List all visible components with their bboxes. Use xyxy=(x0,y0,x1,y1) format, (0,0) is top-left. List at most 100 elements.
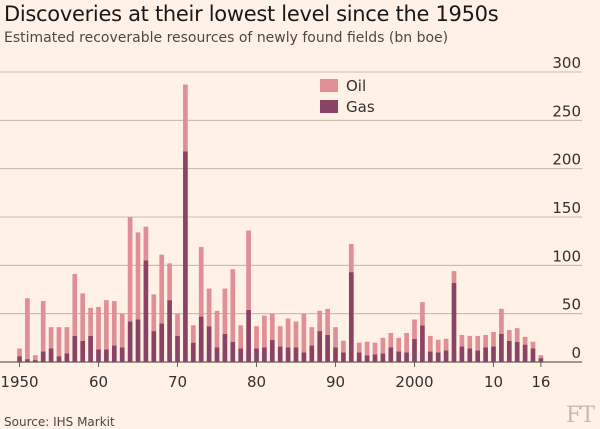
bar-oil-1972 xyxy=(190,325,196,343)
bar-oil-1974 xyxy=(206,288,212,327)
bar-gas-1950 xyxy=(17,356,22,362)
bar-oil-2015 xyxy=(530,341,536,349)
bar-gas-1988 xyxy=(317,331,323,362)
bar-gas-1966 xyxy=(143,260,149,362)
bar-gas-1984 xyxy=(285,347,291,362)
bar-oil-2016 xyxy=(538,355,544,359)
bar-gas-1971 xyxy=(183,151,188,362)
bar-oil-2004 xyxy=(443,338,449,351)
bar-oil-1953 xyxy=(40,301,46,352)
bar-oil-1985 xyxy=(293,321,299,348)
bar-gas-1978 xyxy=(238,348,244,362)
x-tick-label: 2000 xyxy=(395,373,433,391)
bar-oil-1983 xyxy=(277,326,283,347)
bar-oil-1956 xyxy=(64,327,70,354)
bar-oil-1991 xyxy=(341,340,346,353)
bar-gas-1990 xyxy=(333,347,338,362)
y-tick-label: 250 xyxy=(552,102,581,120)
bar-oil-1951 xyxy=(25,298,30,360)
gridlines xyxy=(0,71,582,363)
source-note: Source: IHS Markit xyxy=(4,415,115,429)
bar-oil-1993 xyxy=(356,342,362,353)
legend-swatch-oil xyxy=(320,79,338,92)
bar-gas-2006 xyxy=(459,346,465,362)
bar-gas-1970 xyxy=(175,335,180,362)
bar-gas-1993 xyxy=(356,352,362,362)
y-axis-tick-labels: 0 50 100 150 200 250 300 xyxy=(552,54,581,362)
bar-gas-2010 xyxy=(491,346,496,362)
bar-gas-1979 xyxy=(246,309,251,362)
bar-gas-1994 xyxy=(364,355,370,362)
bar-gas-1953 xyxy=(40,351,46,362)
bar-oil-1986 xyxy=(301,313,307,353)
bar-oil-2012 xyxy=(506,330,512,341)
bar-gas-2012 xyxy=(506,340,512,362)
legend-label-gas: Gas xyxy=(346,98,375,116)
bar-gas-2009 xyxy=(483,347,488,362)
bar-gas-1983 xyxy=(277,346,283,362)
bar-oil-2006 xyxy=(459,334,465,347)
bar-gas-1967 xyxy=(151,331,157,362)
y-tick-label: 0 xyxy=(571,344,581,362)
bar-gas-2011 xyxy=(499,333,504,362)
bar-oil-1967 xyxy=(151,294,157,332)
bar-oil-1982 xyxy=(269,313,275,340)
ft-logo: FT xyxy=(566,403,595,428)
bar-oil-1955 xyxy=(56,327,62,357)
bar-oil-1964 xyxy=(127,217,133,322)
bar-oil-2003 xyxy=(435,339,441,353)
x-tick-label: 70 xyxy=(168,373,187,391)
bar-oil-1963 xyxy=(119,313,125,348)
x-tick-label: 80 xyxy=(247,373,266,391)
y-tick-label: 50 xyxy=(562,296,581,314)
chart-subtitle: Estimated recoverable resources of newly… xyxy=(4,30,449,46)
bar-oil-1958 xyxy=(80,293,86,341)
bar-oil-1962 xyxy=(111,301,117,346)
y-tick-label: 200 xyxy=(552,151,581,169)
legend: Oil Gas xyxy=(320,77,375,116)
bar-gas-1964 xyxy=(127,321,133,362)
bar-gas-1974 xyxy=(206,326,212,362)
bar-oil-2005 xyxy=(451,271,457,283)
x-tick-label: 1950 xyxy=(0,373,38,391)
bar-oil-2001 xyxy=(420,302,425,326)
chart-title: Discoveries at their lowest level since … xyxy=(4,2,499,26)
bar-oil-1997 xyxy=(388,333,394,348)
bar-oil-2002 xyxy=(427,335,433,352)
bar-oil-1957 xyxy=(72,274,78,336)
bar-gas-1977 xyxy=(230,341,236,362)
bar-gas-1968 xyxy=(159,323,165,362)
bar-oil-1976 xyxy=(222,288,228,334)
bar-oil-2009 xyxy=(483,334,488,348)
bar-gas-2001 xyxy=(420,325,425,362)
bar-oil-1954 xyxy=(48,327,54,349)
bar-gas-1951 xyxy=(25,359,30,362)
bar-gas-2015 xyxy=(530,348,536,362)
bar-gas-1962 xyxy=(111,345,117,362)
bar-oil-2014 xyxy=(522,336,528,345)
bar-gas-1987 xyxy=(309,345,315,362)
bar-oil-2007 xyxy=(467,335,473,349)
bar-gas-2005 xyxy=(451,282,457,362)
x-tick-label: 90 xyxy=(326,373,345,391)
bar-gas-1965 xyxy=(135,319,141,362)
bar-oil-1950 xyxy=(17,348,22,357)
y-tick-label: 150 xyxy=(552,199,581,217)
bar-gas-1982 xyxy=(269,339,275,362)
bar-gas-2008 xyxy=(475,350,481,362)
bar-oil-1973 xyxy=(198,246,204,317)
bar-oil-1952 xyxy=(32,355,38,361)
bar-gas-2003 xyxy=(435,352,441,362)
bar-oil-1994 xyxy=(364,341,370,356)
bar-oil-1975 xyxy=(214,310,220,348)
bar-gas-1981 xyxy=(262,347,267,362)
bar-gas-1991 xyxy=(341,352,346,362)
bar-oil-2011 xyxy=(499,308,504,334)
bar-gas-1985 xyxy=(293,347,299,362)
bar-oil-2013 xyxy=(514,328,520,342)
bar-oil-2000 xyxy=(412,319,417,339)
y-tick-label: 300 xyxy=(552,54,581,72)
bar-gas-1969 xyxy=(167,300,172,362)
x-tick-label: 60 xyxy=(89,373,108,391)
bar-oil-1979 xyxy=(246,230,251,310)
